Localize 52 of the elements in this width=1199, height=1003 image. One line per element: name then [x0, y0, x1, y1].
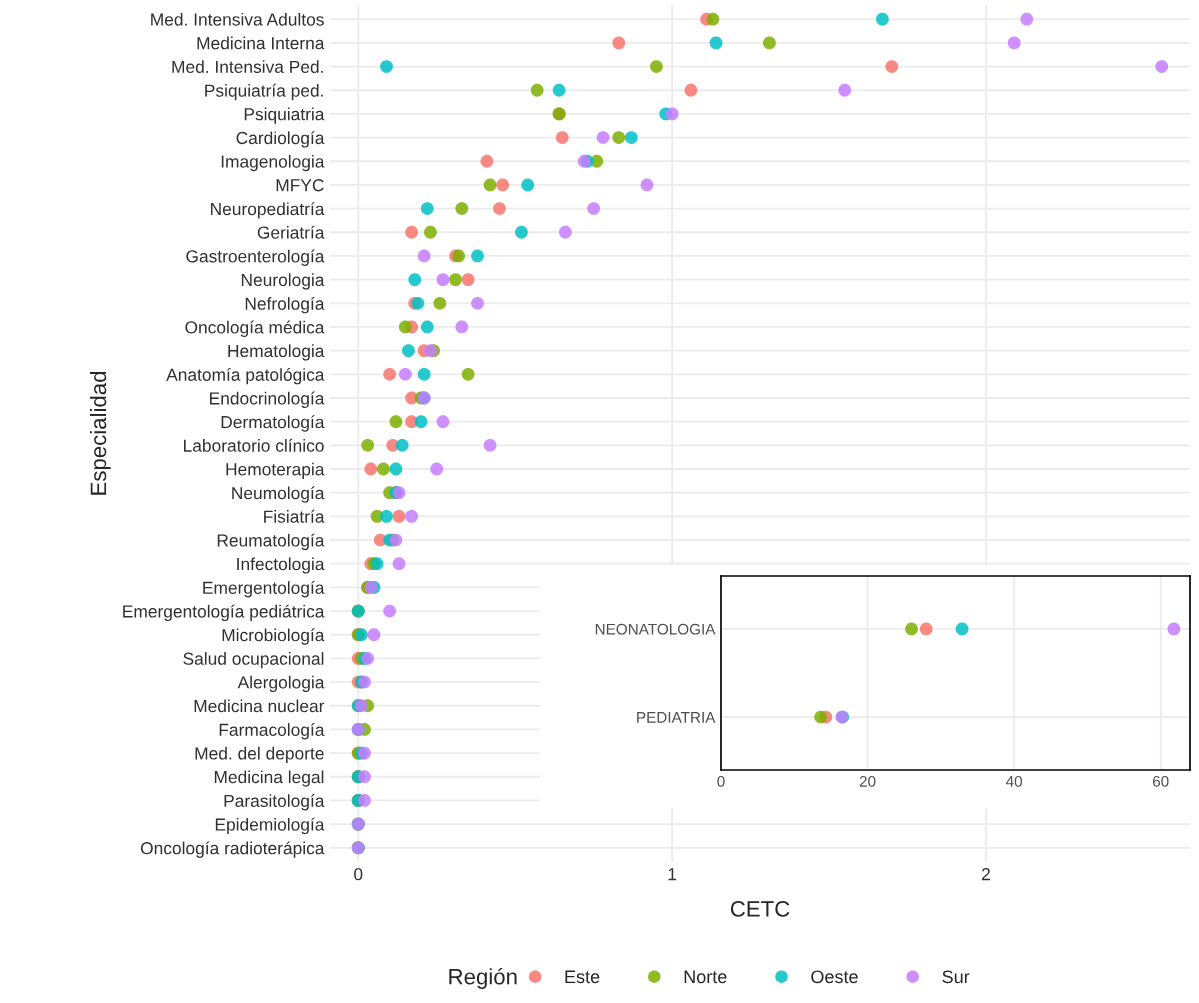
y-tick-label: Reumatología	[217, 533, 325, 551]
y-tick-label: Parasitología	[224, 794, 325, 811]
y-tick-label: Farmacología	[219, 723, 325, 740]
y-tick-label: Emergentología pediátrica	[123, 604, 325, 622]
x-tick-label: 60	[1152, 775, 1169, 787]
y-tick-label: Neurologia	[241, 273, 325, 290]
y-tick-label: Gastroenterología	[186, 249, 325, 266]
legend-label: Este	[565, 970, 600, 984]
legend-title: Región	[449, 967, 517, 989]
y-tick-label: Salud ocupacional	[183, 652, 324, 669]
y-tick-label: Medicina nuclear	[194, 699, 325, 713]
y-tick-label: Nefrología	[245, 296, 325, 314]
y-tick-label: Oncología médica	[185, 320, 325, 337]
y-tick-label: NEONATOLOGIA	[595, 623, 716, 635]
y-tick-label: Med. Intensiva Ped.	[172, 60, 323, 74]
y-tick-label: Psiquiatría ped.	[205, 83, 323, 101]
y-tick-label: Geriatría	[257, 225, 325, 239]
y-tick-label: Medicina Interna	[197, 36, 325, 50]
y-tick-label: Med. Intensiva Adultos	[151, 12, 324, 26]
x-axis-title: CETC	[730, 900, 790, 917]
y-tick-label: PEDIATRIA	[637, 712, 716, 723]
y-tick-label: Infectologia	[237, 557, 325, 574]
y-tick-label: Alergologia	[237, 675, 325, 692]
legend-label: Oeste	[811, 970, 858, 984]
x-tick-label: 1	[668, 868, 677, 881]
y-tick-label: Psiquiatria	[244, 107, 325, 124]
y-tick-label: Cardiología	[236, 131, 325, 148]
y-tick-label: Fisiatría	[264, 509, 325, 523]
y-tick-label: Med. del deporte	[195, 746, 324, 763]
y-tick-label: Neuropediatría	[211, 202, 325, 219]
y-tick-label: Medicina legal	[214, 770, 324, 787]
y-tick-label: Oncología radioterápica	[140, 841, 325, 858]
y-tick-label: MFYC	[276, 179, 324, 192]
y-tick-label: Neumología	[232, 486, 325, 503]
y-tick-label: Hemoterapia	[226, 462, 325, 479]
x-tick-label: 20	[859, 775, 876, 787]
y-tick-label: Laboratorio clínico	[184, 438, 324, 452]
y-tick-label: Imagenologia	[221, 154, 325, 172]
y-tick-label: Emergentología	[203, 580, 325, 598]
y-tick-label: Epidemiología	[215, 817, 325, 835]
legend-label: Sur	[942, 970, 970, 984]
x-tick-label: 40	[1005, 775, 1023, 787]
legend-label: Norte	[684, 970, 727, 984]
y-tick-label: Dermatología	[221, 415, 325, 432]
y-tick-label: Hematologia	[228, 344, 325, 361]
y-tick-label: Microbiología	[222, 628, 325, 645]
x-tick-label: 0	[717, 775, 725, 787]
y-tick-label: Endocrinología	[210, 391, 325, 408]
x-tick-label: 0	[354, 868, 363, 881]
x-tick-label: 2	[982, 868, 990, 881]
y-tick-label: Anatomía patológica	[166, 367, 325, 385]
y-axis-title: Especialidad	[89, 371, 111, 495]
